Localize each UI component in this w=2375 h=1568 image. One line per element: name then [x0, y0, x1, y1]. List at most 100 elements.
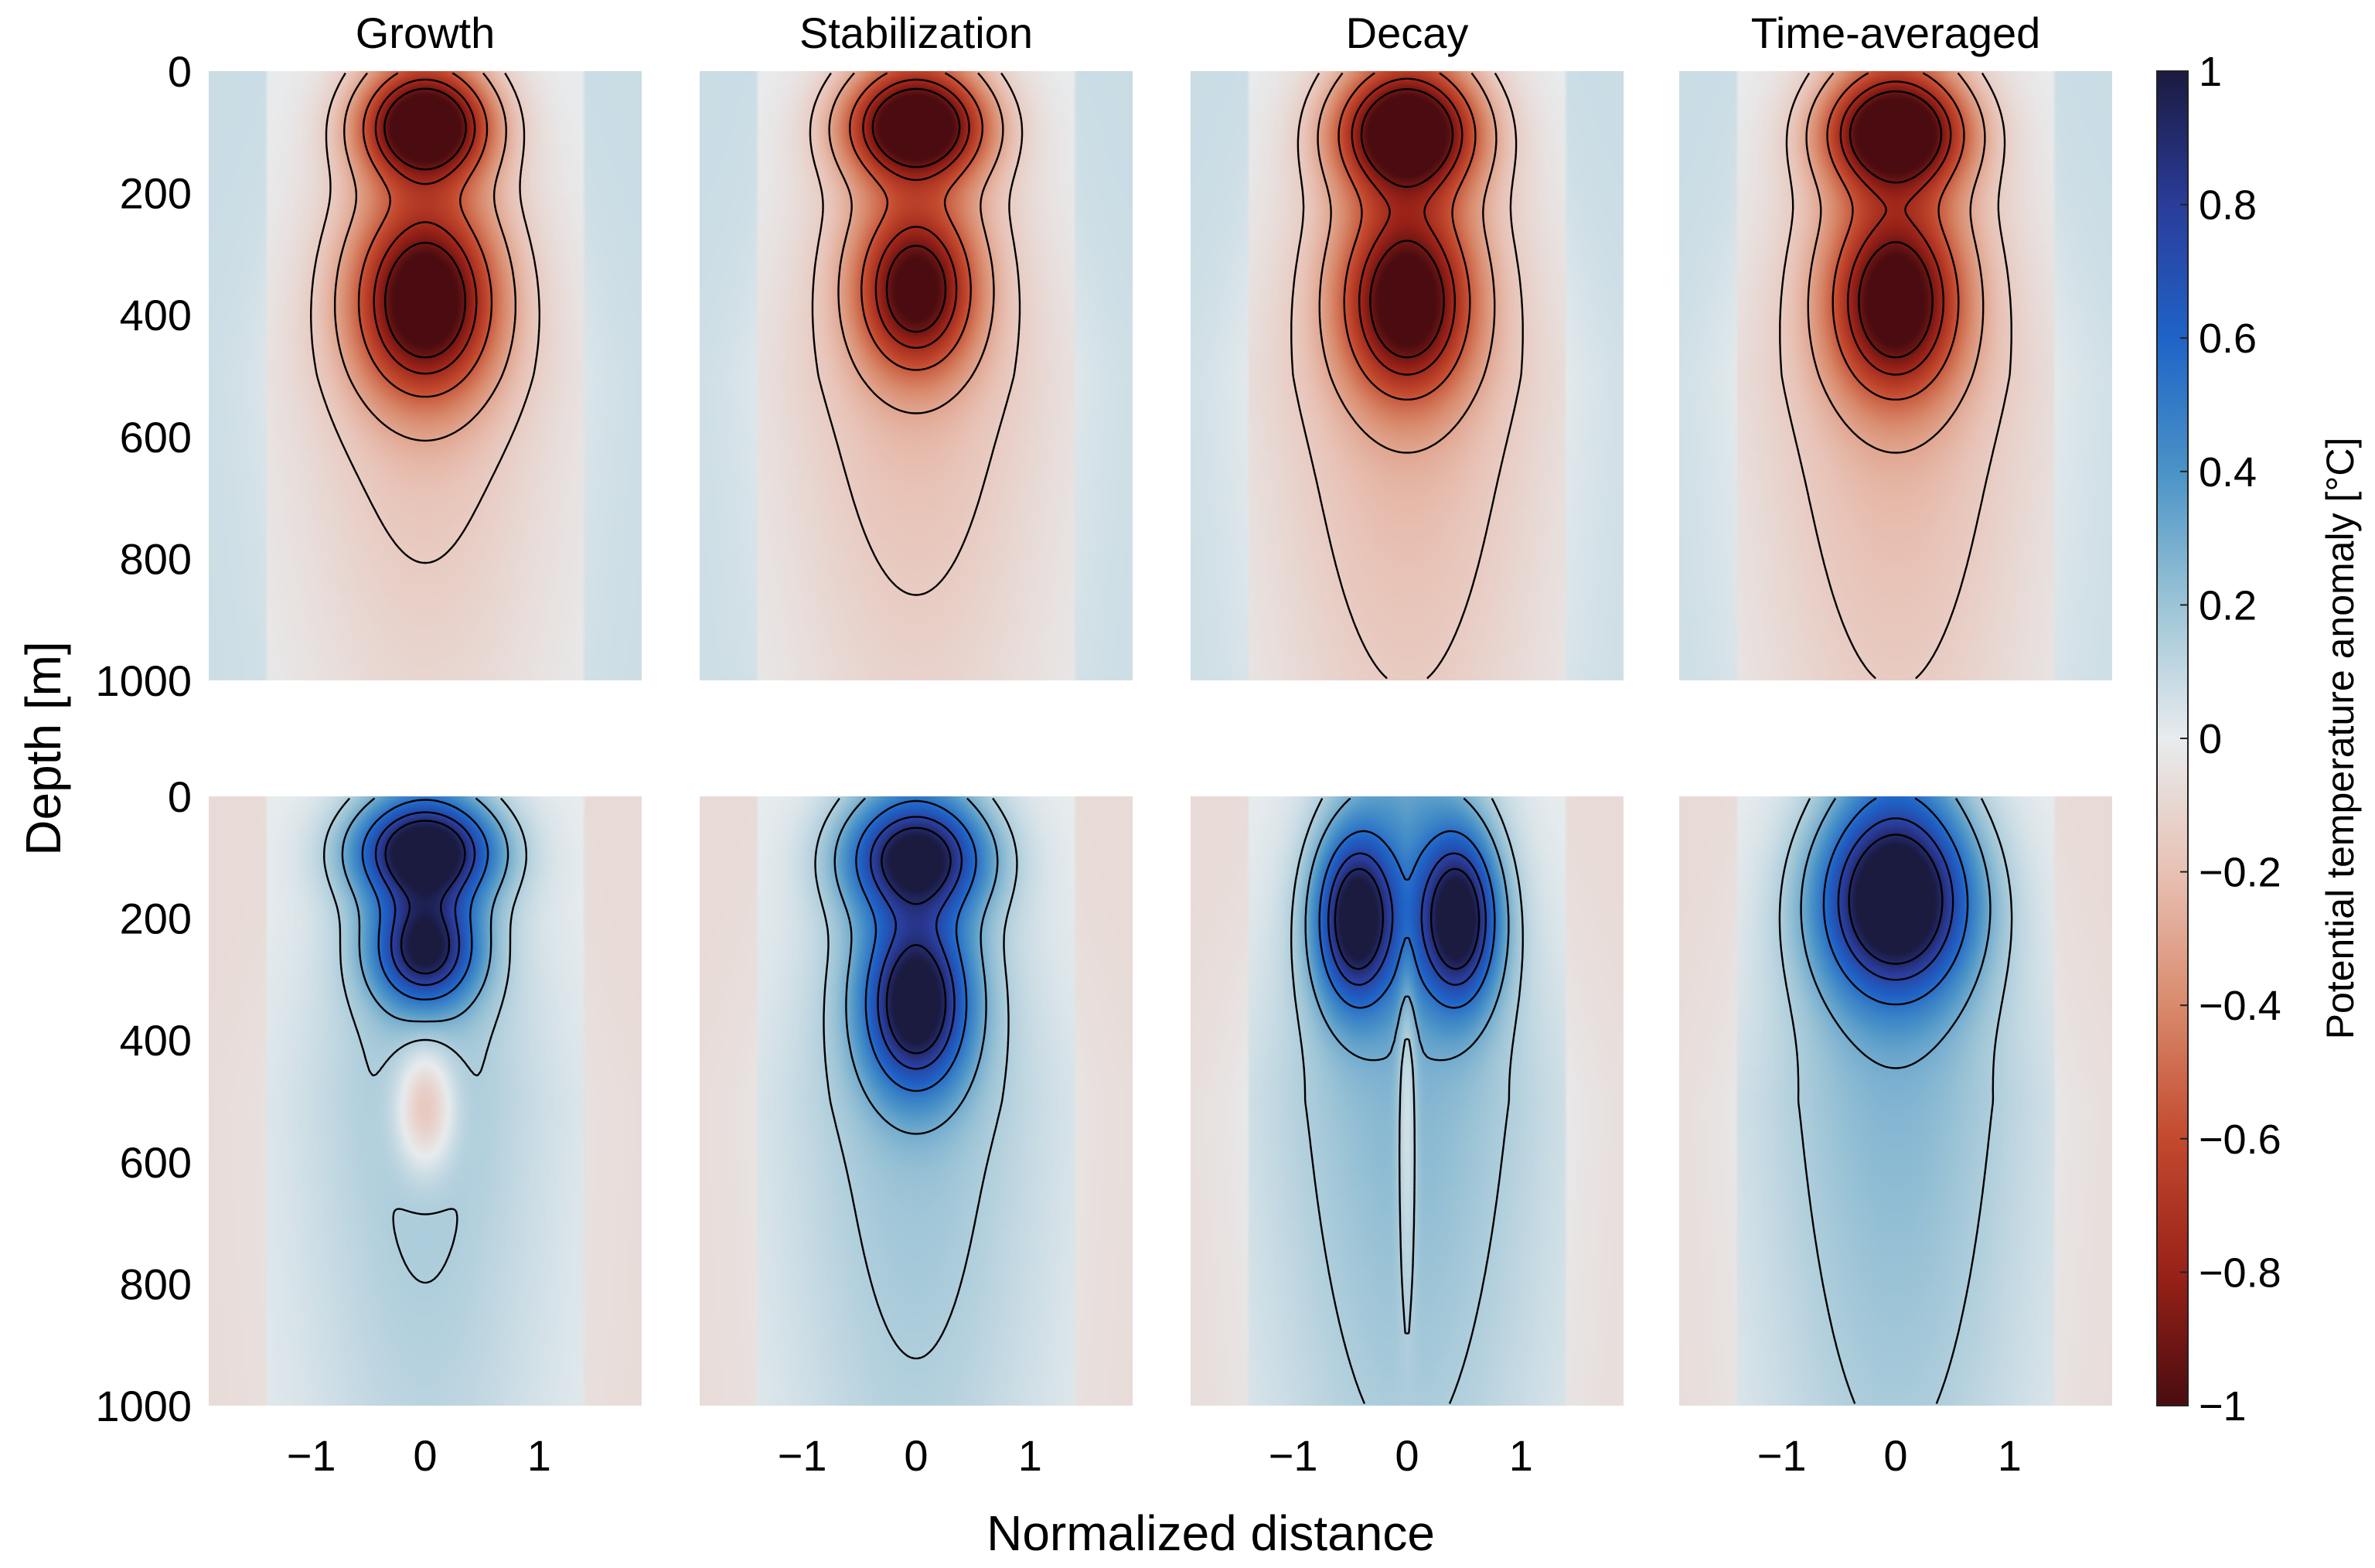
contour-line — [1351, 77, 1464, 376]
colorbar-tick-label: 0.4 — [2199, 449, 2257, 496]
heatmap-0-2 — [1191, 71, 1624, 680]
contour-line — [1839, 80, 1952, 376]
contour-line — [1304, 797, 1510, 1062]
contour-line — [1337, 72, 1477, 401]
x-tick-label: 1 — [1998, 1431, 2022, 1480]
contours-0-2 — [1290, 72, 1524, 680]
colorbar-tick-label: −1 — [2199, 1383, 2247, 1430]
contour-line — [384, 820, 466, 975]
y-tick-label: 800 — [120, 534, 192, 583]
contour-line — [1779, 72, 2012, 680]
colorbar-tick-label: −0.6 — [2199, 1116, 2281, 1163]
x-tick-label: 1 — [1509, 1431, 1533, 1480]
contour-line — [357, 72, 493, 398]
colorbar-tick-label: 0 — [2199, 716, 2222, 762]
heatmap-1-1 — [700, 796, 1133, 1406]
y-tick-label: 200 — [120, 169, 192, 218]
contour-line — [1318, 830, 1496, 1009]
contour-line — [1778, 797, 2013, 1404]
contour-line — [1317, 72, 1498, 454]
y-tick-label: 400 — [120, 291, 192, 339]
contour-line — [373, 78, 478, 375]
contour-line — [809, 72, 1024, 596]
x-tick-label: 0 — [1395, 1431, 1419, 1480]
x-tick-label: −1 — [1757, 1431, 1807, 1480]
contour-line — [833, 797, 999, 1135]
y-tick-label: 800 — [120, 1260, 192, 1308]
contour-line — [828, 72, 1004, 414]
heatmap-1-0 — [209, 796, 642, 1406]
x-tick-label: −1 — [1269, 1431, 1318, 1480]
contour-line — [310, 72, 540, 564]
contour-line — [1849, 90, 1943, 359]
heatmap-1-3 — [1679, 796, 2112, 1406]
contours-1-3 — [1778, 797, 2013, 1404]
contour-line — [814, 797, 1018, 1360]
colorbar: 1 0.8 0.6 0.4 0.2 0 −0.2 −0.4 −0.6 −0.8 −1 Potentia… — [2156, 49, 2362, 1430]
contour-line — [855, 799, 977, 1092]
y-tick-label: 1000 — [95, 656, 192, 705]
contour-line — [881, 827, 952, 1055]
heatmap-0-1 — [700, 71, 1133, 680]
colorbar-tick-label: −0.8 — [2199, 1249, 2281, 1296]
y-tick-label: 0 — [168, 772, 192, 821]
contour-line — [1334, 868, 1481, 970]
contour-line — [374, 811, 476, 987]
x-tick-label: −1 — [778, 1431, 827, 1480]
y-tick-label: 600 — [120, 1138, 192, 1187]
colorbar-label: Potential temperature anomaly [°C] — [2319, 438, 2362, 1040]
y-axis-label: Depth [m] — [15, 641, 71, 855]
x-tick-label: 0 — [1883, 1431, 1907, 1480]
panel-title-3: Time-averaged — [1751, 9, 2041, 57]
contour-line — [1848, 833, 1944, 965]
contour-line — [1290, 72, 1524, 680]
contour-line — [1837, 817, 1954, 981]
panel-title-2: Decay — [1346, 9, 1469, 57]
contour-line — [871, 87, 961, 333]
contour-line — [849, 72, 983, 371]
panel-title-0: Growth — [356, 9, 496, 57]
contour-line — [1290, 797, 1524, 1404]
contour-line — [1800, 797, 1992, 1069]
y-tick-label: 0 — [168, 47, 192, 96]
y-tick-label: 600 — [120, 413, 192, 462]
colorbar-tick-label: 0.8 — [2199, 182, 2257, 229]
contour-line — [869, 816, 963, 1070]
contours-1-1 — [814, 797, 1018, 1360]
contours-0-0 — [310, 72, 540, 564]
contours-0-3 — [1779, 72, 2012, 680]
contour-line — [1826, 72, 1965, 401]
x-tick-label: 1 — [1018, 1431, 1042, 1480]
contour-line — [341, 797, 509, 1023]
contour-line — [334, 72, 516, 442]
contour-line — [1360, 88, 1454, 359]
y-tick-label: 1000 — [95, 1382, 192, 1430]
colorbar-tick-label: −0.4 — [2199, 983, 2281, 1029]
contour-line — [323, 797, 527, 1284]
x-axis-label: Normalized distance — [986, 1505, 1435, 1561]
contour-line — [383, 87, 467, 359]
x-tick-label: 1 — [527, 1431, 551, 1480]
contour-line — [361, 799, 489, 1000]
y-tick-label: 400 — [120, 1016, 192, 1065]
colorbar-tick-label: 0.2 — [2199, 582, 2257, 629]
contours-1-0 — [323, 797, 527, 1284]
x-tick-label: 0 — [904, 1431, 928, 1480]
contours-0-1 — [809, 72, 1024, 596]
heatmap-0-3 — [1679, 71, 2112, 680]
heatmap-1-2 — [1191, 796, 1624, 1406]
panel-title-1: Stabilization — [799, 9, 1033, 57]
heatmap-panels — [209, 71, 2112, 1406]
contour-line — [862, 78, 970, 349]
x-tick-label: −1 — [287, 1431, 336, 1480]
y-tick-label: 200 — [120, 895, 192, 943]
colorbar-tick-label: 1 — [2199, 49, 2222, 95]
contour-line — [1327, 852, 1487, 986]
colorbar-tick-label: −0.2 — [2199, 850, 2281, 896]
contours-1-2 — [1290, 797, 1524, 1404]
contour-line — [1805, 72, 1986, 454]
x-tick-label: 0 — [413, 1431, 437, 1480]
heatmap-0-0 — [209, 71, 642, 680]
